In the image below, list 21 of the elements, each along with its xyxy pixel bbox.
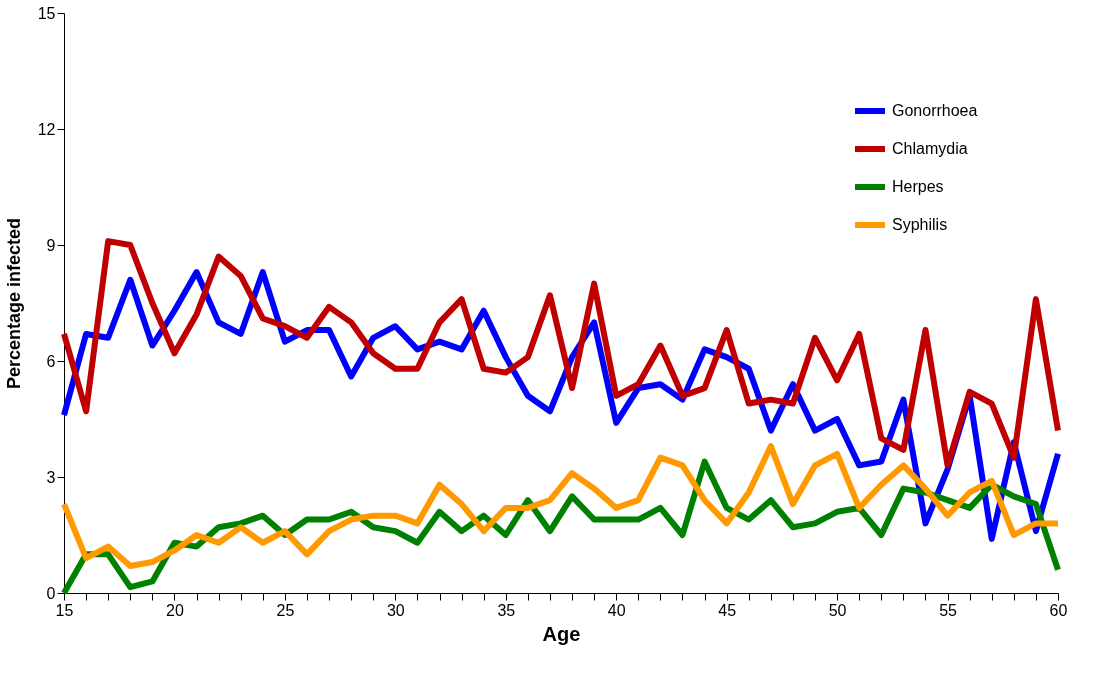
x-tick-label: 25: [276, 601, 295, 619]
legend-label: Gonorrhoea: [892, 102, 978, 119]
x-axis-title: Age: [542, 622, 581, 645]
x-tick-label: 60: [1049, 601, 1068, 619]
y-tick-label: 12: [37, 120, 56, 138]
x-tick-label: 50: [828, 601, 847, 619]
x-tick-label: 20: [166, 601, 184, 619]
legend-label: Herpes: [892, 178, 944, 195]
x-tick-label: 55: [939, 601, 958, 619]
y-axis-title: Percentage infected: [3, 217, 24, 390]
legend-label: Chlamydia: [892, 140, 968, 157]
x-tick-label: 35: [497, 601, 516, 619]
y-tick-label: 0: [46, 584, 56, 602]
y-tick-label: 15: [37, 4, 56, 22]
y-tick-label: 9: [46, 236, 56, 254]
x-tick-label: 45: [718, 601, 737, 619]
y-tick-label: 3: [46, 468, 56, 486]
y-tick-label: 6: [46, 352, 56, 370]
x-tick-label: 30: [386, 601, 405, 619]
legend-label: Syphilis: [892, 216, 948, 233]
x-tick-label: 40: [607, 601, 626, 619]
